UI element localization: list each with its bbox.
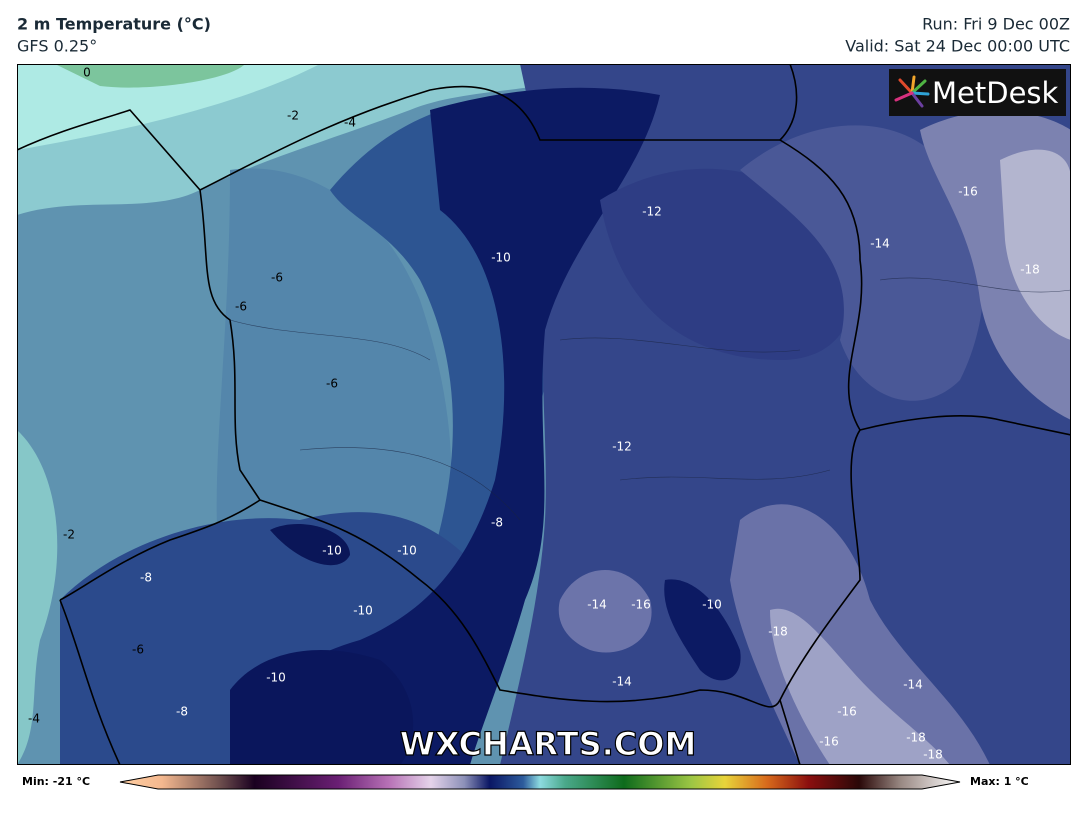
contour-label: -18 <box>768 625 788 639</box>
model: GFS 0.25° <box>17 37 97 56</box>
contour-label: -4 <box>344 116 356 130</box>
contour-label: -2 <box>287 109 299 123</box>
contour-label: -12 <box>642 205 662 219</box>
contour-label: -18 <box>906 731 926 745</box>
contour-label: -10 <box>491 251 511 265</box>
logo: MetDesk <box>889 69 1066 116</box>
contour-label: -14 <box>587 598 607 612</box>
contour-label: -10 <box>397 544 417 558</box>
run: Run: Fri 9 Dec 00Z <box>922 15 1070 34</box>
contour-labels: 0 -2 -4 -12 -16 -14 -18 -10 -6 -6 -6 -12 -8 -2 -10 -10 -… <box>28 66 1040 762</box>
contour-label: -2 <box>63 528 75 542</box>
watermark: WXCHARTS.COM <box>400 725 697 763</box>
contour-label: -12 <box>612 440 632 454</box>
contour-label: -10 <box>702 598 722 612</box>
contour-label: -6 <box>271 271 283 285</box>
contour-label: -16 <box>837 705 857 719</box>
contour-label: -16 <box>958 185 978 199</box>
title: 2 m Temperature (°C) <box>17 15 211 34</box>
contour-label: -6 <box>326 377 338 391</box>
contour-label: -10 <box>353 604 373 618</box>
contour-label: -4 <box>28 712 40 726</box>
contour-label: -8 <box>176 705 188 719</box>
contour-label: -6 <box>132 643 144 657</box>
contour-label: -14 <box>612 675 632 689</box>
contour-label: -8 <box>140 571 152 585</box>
colorbar-min: Min: -21 °C <box>22 775 90 788</box>
contour-label: -16 <box>631 598 651 612</box>
colorbar-max: Max: 1 °C <box>970 775 1029 788</box>
contour-label: -18 <box>923 748 943 762</box>
contour-label: -14 <box>870 237 890 251</box>
contour-label: -8 <box>491 516 503 530</box>
contour-label: -10 <box>266 671 286 685</box>
map: 0 -2 -4 -12 -16 -14 -18 -10 -6 -6 -6 -12 -8 -2 -10 -10 -… <box>17 64 1071 765</box>
contour-label: -6 <box>235 300 247 314</box>
contour-label: -14 <box>903 678 923 692</box>
colorbar: Min: -21 °C Max: 1 °C <box>22 774 1029 790</box>
contour-label: -10 <box>322 544 342 558</box>
contour-label: -18 <box>1020 263 1040 277</box>
logo-text: MetDesk <box>932 76 1059 110</box>
valid: Valid: Sat 24 Dec 00:00 UTC <box>845 37 1070 56</box>
contour-label: -16 <box>819 735 839 749</box>
contour-label: 0 <box>83 66 91 80</box>
